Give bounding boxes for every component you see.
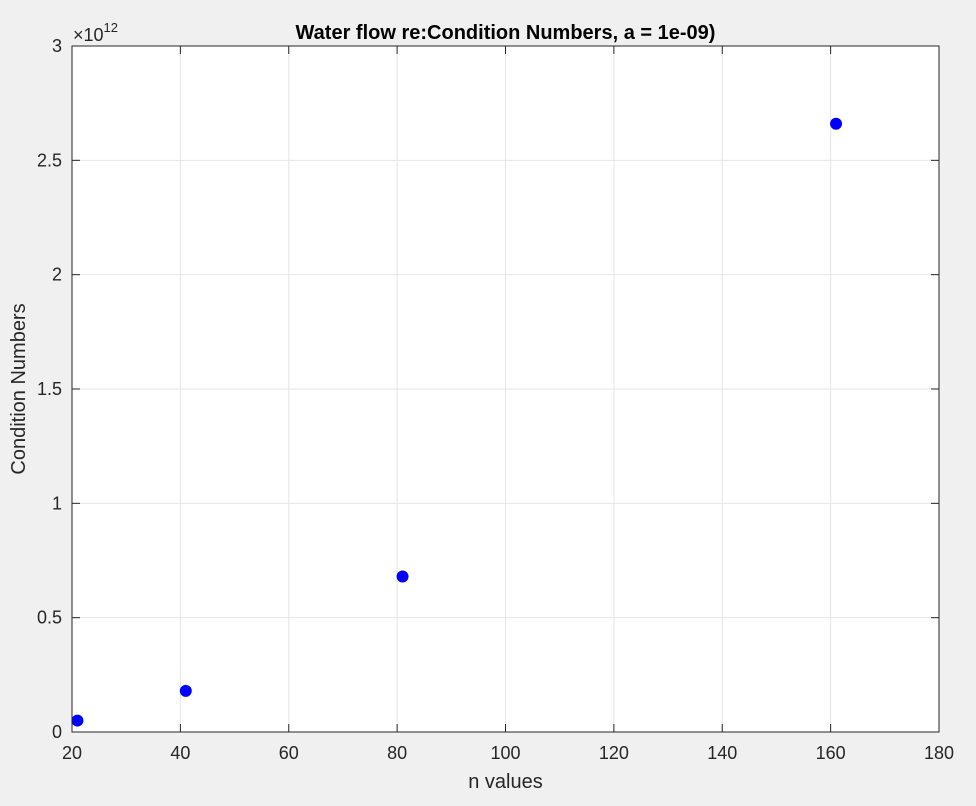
data-point	[179, 684, 192, 697]
data-point	[396, 570, 409, 583]
y-tick-label: 2	[52, 265, 62, 285]
data-points	[71, 117, 843, 727]
data-point	[71, 714, 84, 727]
x-tick-label: 40	[170, 743, 190, 763]
y-axis-exponent-base: ×10	[73, 25, 104, 45]
x-tick-label: 180	[924, 743, 954, 763]
y-tick-label: 2.5	[37, 150, 62, 170]
x-axis-label: n values	[468, 771, 543, 793]
y-tick-labels: 0 0.5 1 1.5 2 2.5 3	[37, 36, 62, 742]
data-point	[830, 117, 843, 130]
y-tick-label: 1	[52, 493, 62, 513]
ticks	[71, 45, 940, 733]
x-tick-label: 120	[599, 743, 629, 763]
x-tick-label: 80	[387, 743, 407, 763]
y-axis-exponent: ×1012	[73, 20, 118, 45]
y-tick-label: 0.5	[37, 608, 62, 628]
y-axis-exponent-power: 12	[104, 20, 118, 35]
x-tick-label: 140	[707, 743, 737, 763]
y-tick-label: 3	[52, 36, 62, 56]
y-axis-label: Condition Numbers	[8, 303, 30, 474]
x-tick-labels: 20 40 60 80 100 120 140 160 180	[62, 743, 954, 763]
y-tick-label: 0	[52, 722, 62, 742]
x-tick-label: 160	[816, 743, 846, 763]
chart-title: Water flow re:Condition Numbers, a = 1e-…	[296, 22, 716, 44]
x-tick-label: 100	[490, 743, 520, 763]
x-tick-label: 60	[279, 743, 299, 763]
x-tick-label: 20	[62, 743, 82, 763]
y-tick-label: 1.5	[37, 379, 62, 399]
